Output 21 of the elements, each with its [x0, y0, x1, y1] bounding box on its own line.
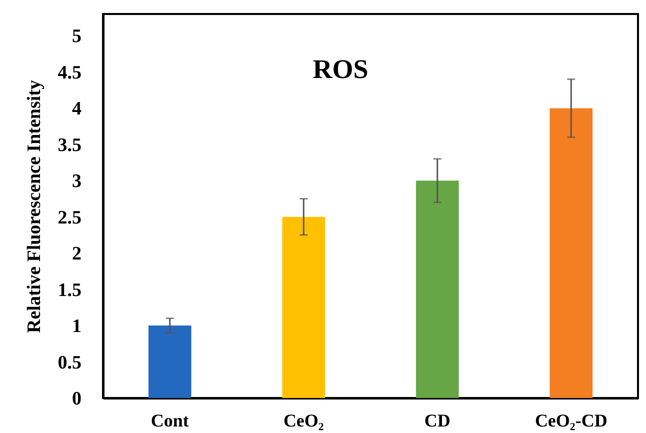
y-tick-label: 1	[72, 316, 82, 338]
bar	[148, 326, 192, 398]
y-tick-label: 2.5	[58, 207, 82, 228]
y-tick-label: 2	[72, 244, 82, 265]
y-tick-label: 0	[72, 388, 82, 410]
y-axis-title: Relative Fluorescence Intensity	[24, 80, 45, 333]
bar	[550, 108, 593, 398]
bar	[416, 180, 459, 398]
y-tick-label: 4.5	[58, 62, 82, 84]
y-tick-label: 3	[72, 171, 82, 192]
x-tick-label: Cont	[150, 410, 189, 430]
y-tick-label: 1.5	[58, 280, 82, 301]
y-tick-label: 4	[72, 98, 82, 120]
x-tick-label: CeO₂-CD	[534, 410, 608, 430]
y-tick-label: 0.5	[58, 352, 82, 374]
x-tick-label: CeO₂	[283, 410, 324, 430]
bar	[282, 216, 326, 398]
y-tick-label: 5	[72, 26, 82, 48]
x-tick-label: CD	[424, 410, 450, 430]
text: ROS	[312, 54, 368, 84]
y-tick-label: 3.5	[58, 134, 82, 156]
